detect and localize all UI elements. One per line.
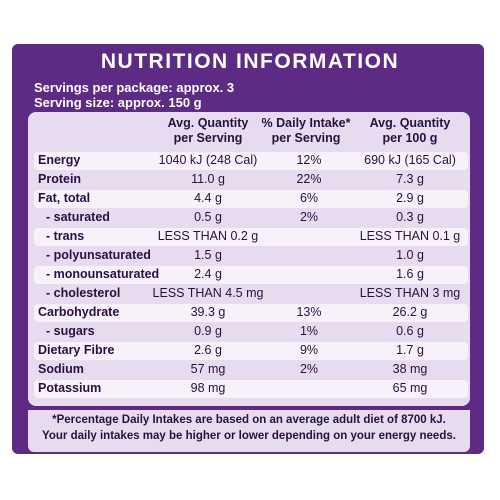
per-serving-value: 39.3 g	[190, 305, 226, 319]
row-label: - cholesterol	[46, 286, 121, 300]
row-carbohydrate: Carbohydrate 39.3 g 13% 26.2 g	[34, 304, 468, 322]
row-label: Carbohydrate	[38, 305, 120, 319]
per-serving-value: 0.5 g	[194, 210, 222, 224]
row-trans: - trans LESS THAN 0.2 g LESS THAN 0.1 g	[34, 228, 468, 246]
per-100g-value: LESS THAN 0.1 g	[359, 229, 461, 243]
row-sodium: Sodium 57 mg 2% 38 mg	[34, 361, 468, 379]
daily-intake-value: 1%	[299, 324, 319, 338]
row-label: Dietary Fibre	[38, 343, 115, 357]
per-100g-value: 26.2 g	[392, 305, 428, 319]
per-serving-value: 0.9 g	[194, 324, 222, 338]
per-100g-value: 1.0 g	[396, 248, 424, 262]
per-100g-value: 2.9 g	[396, 191, 424, 205]
row-label: Fat, total	[38, 191, 91, 205]
header-avg-per-serving: Avg. Quantity per Serving	[152, 116, 264, 146]
daily-intake-value: 9%	[299, 343, 319, 357]
per-100g-value: 7.3 g	[396, 172, 424, 186]
row-label: Protein	[38, 172, 82, 186]
nutrition-title: NUTRITION INFORMATION	[100, 50, 400, 73]
daily-intake-value: 13%	[296, 305, 322, 319]
footnote: *Percentage Daily Intakes are based on a…	[28, 410, 470, 452]
header-avg-per-serving-line2: per Serving	[173, 131, 243, 145]
per-serving-value: 11.0 g	[191, 172, 225, 186]
per-serving-value: 1040 kJ (248 Cal)	[158, 153, 258, 167]
daily-intake-value: 2%	[299, 210, 319, 224]
row-label: - monounsaturated	[46, 267, 160, 281]
per-100g-value: 0.6 g	[396, 324, 424, 338]
per-serving-value: LESS THAN 0.2 g	[157, 229, 259, 243]
per-serving-value: 4.4 g	[194, 191, 222, 205]
per-serving-value: LESS THAN 4.5 mg	[152, 286, 264, 300]
header-daily-intake: % Daily Intake* per Serving	[254, 116, 358, 146]
per-serving-value: 2.4 g	[194, 267, 222, 281]
daily-intake-value: 12%	[296, 153, 322, 167]
row-fat-total: Fat, total 4.4 g 6% 2.9 g	[34, 190, 468, 208]
per-100g-value: 65 mg	[392, 381, 428, 395]
per-100g-value: 1.6 g	[396, 267, 424, 281]
daily-intake-value: 2%	[299, 362, 319, 376]
row-polyunsaturated: - polyunsaturated 1.5 g 1.0 g	[34, 247, 468, 265]
header-daily-intake-line2: per Serving	[271, 131, 341, 145]
row-label: - trans	[46, 229, 85, 243]
serving-size: Serving size: approx. 150 g	[34, 95, 202, 110]
daily-intake-value: 6%	[299, 191, 319, 205]
per-100g-value: LESS THAN 3 mg	[359, 286, 461, 300]
per-100g-value: 0.3 g	[396, 210, 424, 224]
row-cholesterol: - cholesterol LESS THAN 4.5 mg LESS THAN…	[34, 285, 468, 303]
row-label: Sodium	[38, 362, 84, 376]
footnote-line-2: Your daily intakes may be higher or lowe…	[42, 430, 456, 442]
per-100g-value: 1.7 g	[396, 343, 424, 357]
row-label: Potassium	[38, 381, 102, 395]
row-label: - sugars	[46, 324, 95, 338]
row-saturated: - saturated 0.5 g 2% 0.3 g	[34, 209, 468, 227]
header-avg-per-100g-line2: per 100 g	[382, 131, 438, 145]
header-avg-per-100g: Avg. Quantity per 100 g	[354, 116, 466, 146]
per-serving-value: 1.5 g	[194, 248, 222, 262]
per-serving-value: 2.6 g	[194, 343, 222, 357]
row-energy: Energy 1040 kJ (248 Cal) 12% 690 kJ (165…	[34, 152, 468, 170]
row-sugars: - sugars 0.9 g 1% 0.6 g	[34, 323, 468, 341]
servings-per-package: Servings per package: approx. 3	[34, 80, 235, 95]
per-serving-value: 57 mg	[190, 362, 226, 376]
header-avg-per-100g-line1: Avg. Quantity	[369, 116, 451, 130]
per-serving-value: 98 mg	[190, 381, 226, 395]
row-label: - saturated	[46, 210, 110, 224]
row-label: Energy	[38, 153, 81, 167]
per-100g-value: 38 mg	[392, 362, 428, 376]
row-potassium: Potassium 98 mg 65 mg	[34, 380, 468, 398]
row-label: - polyunsaturated	[46, 248, 151, 262]
per-100g-value: 690 kJ (165 Cal)	[364, 153, 456, 167]
row-protein: Protein 11.0 g 22% 7.3 g	[34, 171, 468, 189]
header-avg-per-serving-line1: Avg. Quantity	[167, 116, 249, 130]
row-dietary-fibre: Dietary Fibre 2.6 g 9% 1.7 g	[34, 342, 468, 360]
header-daily-intake-line1: % Daily Intake*	[261, 116, 351, 130]
row-monounsaturated: - monounsaturated 2.4 g 1.6 g	[34, 266, 468, 284]
footnote-line-1: *Percentage Daily Intakes are based on a…	[52, 414, 446, 426]
daily-intake-value: 22%	[296, 172, 322, 186]
